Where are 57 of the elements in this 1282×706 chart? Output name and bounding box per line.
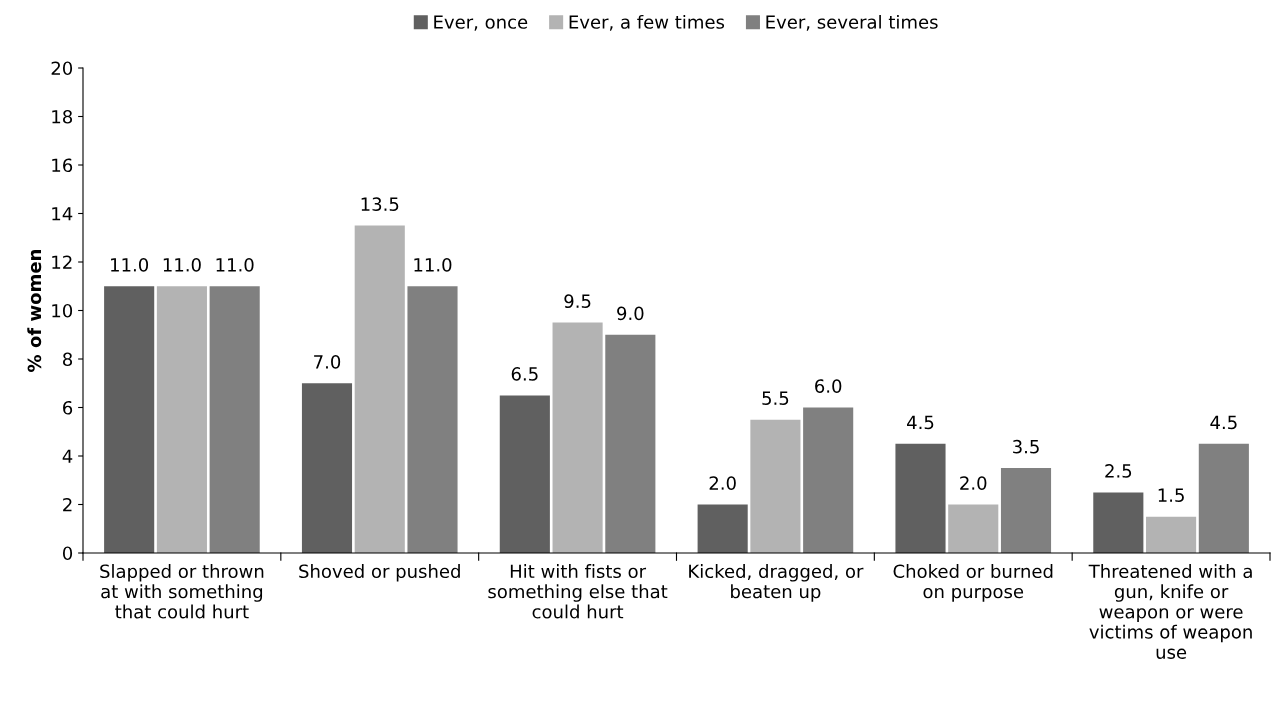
y-tick-label: 14 — [52, 207, 73, 221]
y-tick-label: 8 — [63, 352, 73, 367]
x-tick-label: Kicked, dragged, or beaten up — [689, 564, 864, 602]
y-tick-label: 16 — [52, 158, 73, 173]
bar — [156, 286, 207, 553]
bar — [301, 383, 353, 553]
legend-label: Ever, a few times — [569, 14, 725, 31]
bar — [750, 419, 801, 553]
y-tick-label: 20 — [51, 61, 73, 76]
x-tick-label: Choked or burned on purpose — [893, 564, 1053, 602]
legend-label: Ever, once — [434, 15, 528, 31]
data-label: 11.0 — [111, 257, 149, 272]
x-tick-label: Shoved or pushed — [299, 564, 460, 582]
bar — [1198, 443, 1249, 553]
legend-label: Ever, several times — [766, 14, 938, 31]
data-label: 4.5 — [1210, 415, 1237, 430]
y-tick-label: 18 — [52, 109, 73, 124]
bar — [803, 407, 854, 553]
bar — [1093, 492, 1144, 553]
data-label: 6.5 — [511, 367, 538, 381]
bar — [697, 504, 748, 553]
data-label: 7.0 — [314, 354, 341, 369]
y-tick-label: 6 — [63, 400, 73, 415]
bar — [104, 286, 155, 553]
data-label: 5.5 — [762, 391, 789, 406]
bar — [209, 286, 260, 553]
bar — [354, 225, 405, 553]
bar — [948, 504, 999, 553]
bar — [605, 334, 656, 553]
data-label: 11.0 — [216, 257, 254, 272]
data-label: 2.0 — [709, 476, 736, 490]
x-tick-label: Threatened with a gun, knife or weapon or were victims of weapon use — [1088, 564, 1252, 659]
data-label: 9.0 — [617, 306, 644, 321]
x-tick-label: Hit with fists or something else that could hurt — [488, 564, 668, 619]
data-label: 2.5 — [1105, 464, 1132, 478]
data-label: 11.0 — [163, 257, 201, 272]
y-tick-label: 10 — [52, 303, 73, 318]
data-label: 1.5 — [1158, 488, 1184, 503]
data-label: 3.5 — [1013, 439, 1039, 454]
data-label: 9.5 — [564, 294, 591, 309]
bar — [1146, 516, 1197, 553]
y-tick-label: 12 — [52, 255, 72, 269]
data-label: 6.0 — [815, 379, 842, 393]
bar — [407, 286, 458, 553]
y-tick-label: 4 — [62, 449, 73, 463]
x-tick-label: Slapped or thrown at with something that could hurt — [100, 564, 264, 619]
y-axis-title: % of women — [27, 249, 42, 372]
bar — [552, 322, 603, 553]
y-tick-label: 0 — [62, 546, 73, 561]
bar — [499, 395, 550, 553]
bar — [895, 443, 946, 553]
data-label: 4.5 — [907, 415, 934, 430]
y-tick-label: 2 — [63, 497, 72, 512]
data-label: 13.5 — [361, 197, 399, 212]
data-label: 11.0 — [414, 257, 452, 272]
bar — [1000, 468, 1052, 553]
data-label: 2.0 — [960, 476, 987, 490]
